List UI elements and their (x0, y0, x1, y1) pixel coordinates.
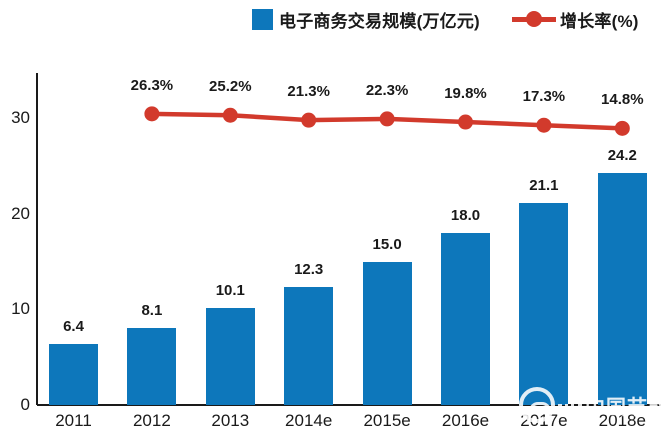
bar-value-label: 8.1 (141, 301, 163, 319)
y-tick-label: 0 (20, 395, 30, 414)
x-axis-line (37, 403, 661, 406)
x-axis-label-2018e: 2018e (598, 411, 646, 430)
x-axis-label-2014e: 2014e (285, 411, 333, 430)
growth-rate-point (458, 114, 473, 130)
growth-rate-point-label: 19.8% (444, 85, 487, 103)
legend-item-bar-series: 电子商务交易规模(万亿元) (252, 8, 480, 31)
bar-value-label: 18.0 (450, 206, 481, 224)
bar-2011 (49, 343, 98, 405)
growth-rate-point-label: 14.8% (601, 91, 644, 109)
bar-2012 (127, 327, 177, 405)
growth-rate-point (144, 106, 160, 122)
bar-2014e (284, 287, 334, 405)
bar-2016e (441, 232, 490, 405)
bar-value-label: 10.1 (215, 282, 245, 300)
x-axis-label-2015e: 2015e (363, 411, 411, 430)
bar-value-label: 21.1 (529, 177, 559, 195)
line-series-swatch-icon (512, 8, 556, 30)
bar-value-label: 6.4 (63, 317, 84, 335)
bar-value-label: 12.3 (294, 261, 324, 279)
growth-rate-point (536, 117, 552, 133)
y-tick-label: 10 (11, 299, 30, 319)
watermark-text: 中国节能网 (585, 396, 663, 419)
bar-2015e (362, 261, 412, 405)
growth-rate-point-label: 26.3% (130, 76, 174, 94)
x-axis-label-2012: 2012 (132, 411, 171, 430)
watermark-logo-icon (519, 387, 555, 423)
bar-2013 (205, 308, 255, 405)
bar-value-label: 24.2 (607, 147, 637, 165)
watermark-dashes (558, 403, 582, 407)
growth-rate-point (614, 120, 630, 136)
y-tick-label: 30 (11, 108, 30, 127)
y-tick-label: 20 (11, 203, 30, 223)
y-axis-line (35, 73, 38, 405)
line-series-legend-label: 增长率(%) (560, 11, 639, 31)
growth-rate-point-label: 22.3% (365, 81, 409, 99)
growth-rate-point (379, 111, 395, 127)
watermark: 中国节能网 (519, 387, 663, 423)
legend-item-line-series: 增长率(%) (512, 8, 639, 31)
x-axis-label-2016e: 2016e (441, 411, 490, 430)
growth-rate-point (301, 112, 317, 128)
growth-rate-point (222, 107, 238, 123)
bar-series-swatch-icon (252, 8, 273, 30)
growth-rate-point-label: 17.3% (522, 88, 566, 106)
bar-value-label: 15.0 (372, 235, 402, 253)
bar-series-legend-label: 电子商务交易规模(万亿元) (279, 11, 480, 31)
growth-rate-point-label: 25.2% (209, 78, 252, 96)
bar-2017e (519, 203, 569, 405)
x-axis-label-2011: 2011 (55, 411, 92, 430)
growth-rate-point-label: 21.3% (287, 83, 330, 101)
x-axis-label-2013: 2013 (211, 411, 250, 430)
bar-2018e (597, 173, 647, 405)
